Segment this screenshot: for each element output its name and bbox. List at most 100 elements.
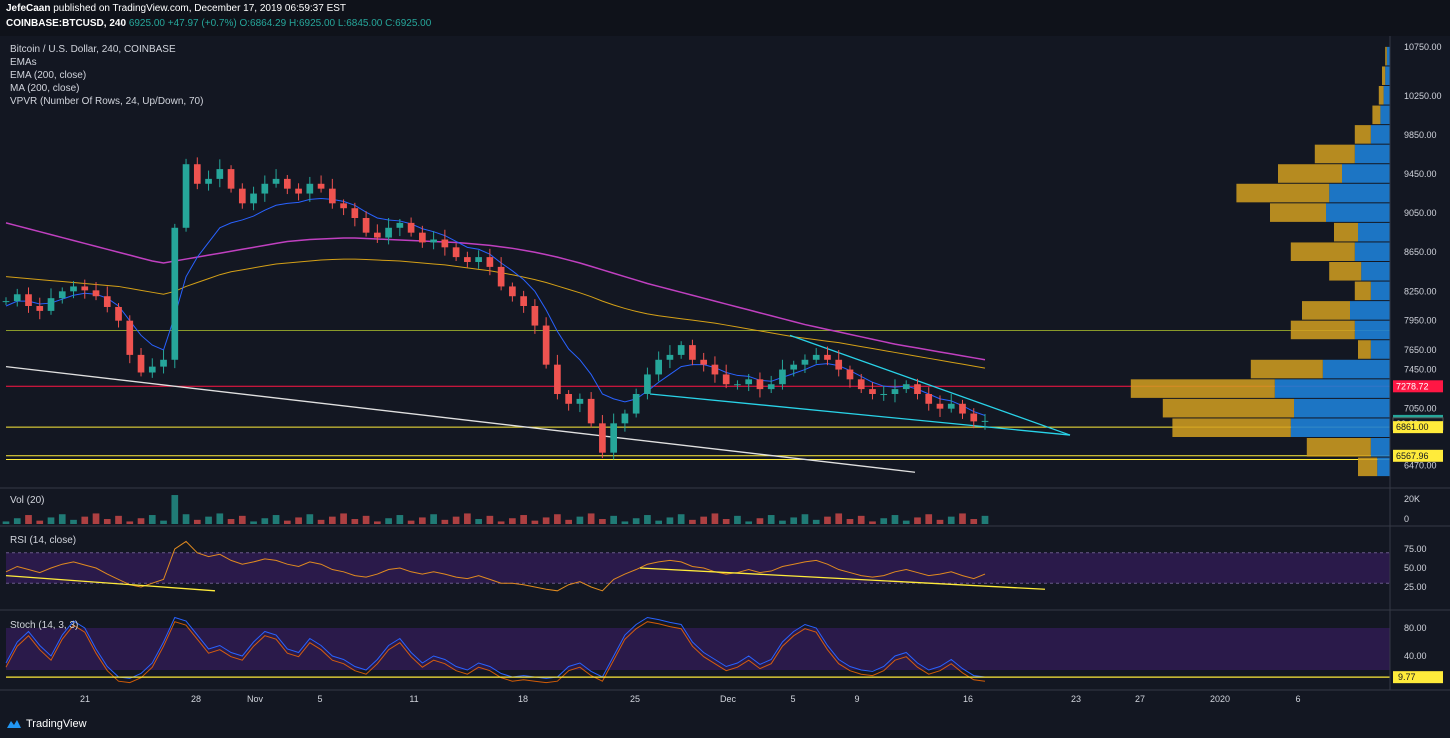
- publish-date: published on TradingView.com, December 1…: [53, 3, 347, 14]
- publish-info: JefeCaan published on TradingView.com, D…: [6, 3, 346, 14]
- volume-bar: [767, 515, 775, 524]
- vpvr-down-bar: [1290, 320, 1355, 340]
- candle-body: [520, 296, 527, 306]
- candle-body: [947, 403, 955, 409]
- vpvr-down-bar: [1290, 242, 1355, 261]
- volume-bar: [362, 515, 370, 524]
- time-tick-label: 21: [80, 694, 90, 704]
- rsi-pane[interactable]: [5, 540, 1390, 592]
- candle-body: [171, 227, 179, 360]
- volume-bar: [520, 515, 527, 524]
- candle-body: [92, 290, 100, 297]
- candle-body: [891, 389, 899, 394]
- candle-body: [587, 398, 595, 424]
- time-tick-label: 27: [1135, 694, 1145, 704]
- candle-body: [925, 394, 933, 404]
- stoch-label[interactable]: Stoch (14, 3, 3): [10, 620, 78, 631]
- main-pane[interactable]: [2, 46, 1390, 477]
- price-tick-label: 9850.00: [1404, 130, 1437, 140]
- vpvr-up-bar: [1274, 379, 1390, 398]
- author-name[interactable]: JefeCaan: [6, 3, 51, 14]
- price-tick-label: 10750.00: [1404, 42, 1442, 52]
- volume-bar: [148, 515, 156, 524]
- vpvr-up-bar: [1322, 359, 1390, 379]
- legend-vpvr[interactable]: VPVR (Number Of Rows, 24, Up/Down, 70): [10, 96, 203, 107]
- symbol-label[interactable]: COINBASE:BTCUSD, 240: [6, 18, 127, 29]
- volume-bar: [261, 518, 269, 524]
- vpvr-up-bar: [1354, 144, 1390, 164]
- volume-bar: [812, 519, 820, 524]
- candle-body: [58, 291, 66, 299]
- vpvr-down-bar: [1385, 46, 1387, 66]
- volume-bar: [587, 513, 595, 524]
- candle-body: [599, 423, 606, 453]
- volume-bar: [486, 515, 494, 524]
- candle-body: [430, 239, 437, 243]
- rsi-band: [6, 552, 1390, 584]
- volume-bar: [531, 520, 539, 524]
- candle-body: [137, 354, 145, 373]
- rsi-line: [5, 540, 986, 592]
- vpvr-up-bar: [1386, 46, 1390, 66]
- candle-body: [902, 384, 910, 390]
- rsi-tick-label: 75.00: [1404, 544, 1427, 554]
- volume-bar: [925, 514, 933, 524]
- legend-ma200[interactable]: MA (200, close): [10, 83, 79, 94]
- stoch-pane[interactable]: [5, 616, 1390, 684]
- candle-body: [2, 301, 10, 303]
- vpvr-up-bar: [1329, 183, 1390, 203]
- volume-bar: [857, 515, 865, 524]
- candle-body: [846, 369, 854, 380]
- candle-body: [295, 188, 302, 194]
- vpvr-up-bar: [1361, 262, 1390, 281]
- candle-body: [362, 218, 370, 233]
- volume-bar: [317, 519, 325, 524]
- pane-labels: Bitcoin / U.S. Dollar, 240, COINBASE EMA…: [10, 44, 203, 631]
- volume-bar: [103, 519, 111, 524]
- candle-body: [126, 320, 134, 355]
- vpvr-down-bar: [1372, 105, 1381, 125]
- volume-bar: [959, 513, 966, 524]
- vpvr-up-bar: [1377, 457, 1390, 477]
- volume-bar: [126, 521, 134, 524]
- volume-pane[interactable]: [2, 495, 989, 524]
- vpvr-up-bar: [1354, 242, 1390, 261]
- volume-bar: [216, 513, 224, 524]
- vol-label[interactable]: Vol (20): [10, 495, 44, 506]
- volume-bar: [722, 519, 730, 524]
- price-tick-label: 10250.00: [1404, 91, 1442, 101]
- volume-bar: [947, 516, 955, 524]
- price-tick-label: 7450.00: [1404, 365, 1437, 375]
- rsi-label[interactable]: RSI (14, close): [10, 535, 76, 546]
- vpvr-down-bar: [1358, 457, 1378, 477]
- price-tag-label: 6861.00: [1396, 422, 1429, 432]
- vpvr-up-bar: [1326, 203, 1390, 222]
- tradingview-logo[interactable]: TradingView: [6, 718, 87, 730]
- last-price: 6925.00: [128, 18, 165, 29]
- candle-body: [464, 257, 471, 262]
- legend-ema200[interactable]: EMA (200, close): [10, 70, 86, 81]
- vpvr-up-bar: [1385, 66, 1390, 85]
- candle-body: [554, 364, 561, 394]
- volume-bar: [351, 519, 359, 524]
- time-tick-label: 23: [1071, 694, 1081, 704]
- volume-bar: [880, 518, 888, 524]
- vpvr-up-bar: [1370, 125, 1390, 144]
- volume-bar: [250, 521, 257, 524]
- candle-body: [767, 384, 775, 390]
- volume-bar: [576, 516, 584, 524]
- time-tick-label: Dec: [720, 694, 737, 704]
- volume-bar: [970, 519, 978, 524]
- vpvr-down-bar: [1358, 340, 1371, 359]
- candle-body: [216, 169, 224, 179]
- vpvr-down-bar: [1172, 418, 1291, 437]
- volume-bar: [137, 518, 145, 524]
- vol-tick-label: 0: [1404, 514, 1409, 524]
- chart-canvas[interactable]: 10750.0010250.009850.009450.009050.00865…: [0, 36, 1450, 714]
- time-tick-label: 9: [854, 694, 859, 704]
- time-tick-label: 25: [630, 694, 640, 704]
- vpvr-up-bar: [1370, 281, 1390, 301]
- long-term-trendline: [5, 365, 916, 473]
- legend-emas[interactable]: EMAs: [10, 57, 37, 68]
- time-tick-label: 2020: [1210, 694, 1230, 704]
